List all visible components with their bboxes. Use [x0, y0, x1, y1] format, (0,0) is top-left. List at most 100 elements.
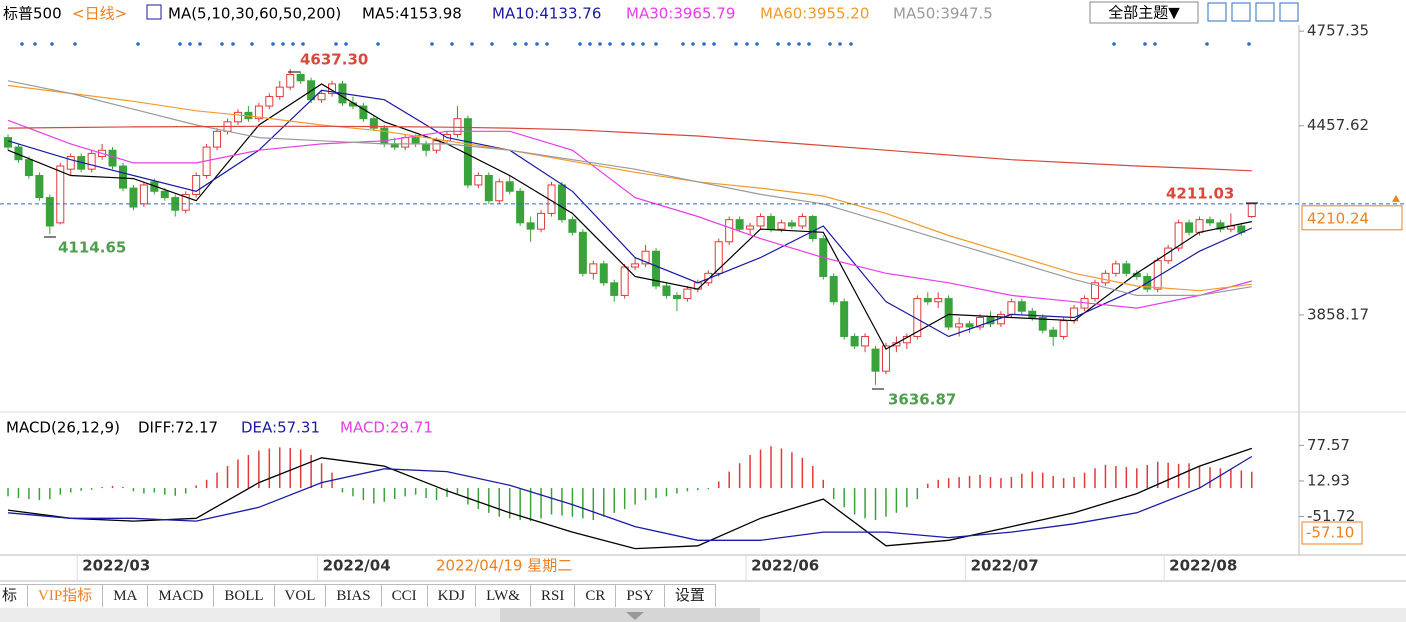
legend-item: DEA:57.31: [241, 419, 320, 437]
candle-body: [735, 219, 744, 230]
candle-body: [850, 335, 859, 347]
candle-body: [286, 73, 295, 88]
y-tick-label: 4757.35: [1307, 22, 1369, 40]
candle-body: [725, 219, 734, 243]
macd-label: -57.10: [1306, 524, 1354, 542]
signal-dot: [787, 42, 791, 46]
signal-dot: [621, 42, 625, 46]
candle-body: [610, 282, 619, 296]
signal-dot: [291, 42, 295, 46]
signal-dot: [598, 42, 602, 46]
signal-dot: [1205, 42, 1209, 46]
candle-body: [1247, 203, 1256, 218]
signal-dot: [712, 42, 716, 46]
candle-body: [359, 105, 368, 120]
candle-body: [1049, 329, 1058, 337]
signal-dot: [220, 42, 224, 46]
tab[interactable]: 标: [0, 584, 29, 607]
extreme-label: 4637.30: [300, 51, 368, 69]
signal-dot: [828, 42, 832, 46]
tool-icon[interactable]: [1207, 2, 1227, 22]
candle-body: [777, 222, 786, 230]
tab[interactable]: CCI: [381, 584, 428, 607]
signal-dot: [807, 42, 811, 46]
candle-body: [1216, 222, 1225, 230]
candle-body: [840, 301, 849, 337]
tab[interactable]: RSI: [530, 584, 576, 607]
candle-body: [672, 294, 681, 300]
theme-button-text[interactable]: 全部主题▼: [1108, 4, 1180, 22]
candle-body: [955, 323, 964, 328]
candle-body: [463, 118, 472, 186]
tab[interactable]: KDJ: [427, 584, 477, 607]
candle-body: [934, 298, 943, 303]
macd-line: [7, 447, 1253, 550]
tab[interactable]: MA: [103, 584, 149, 607]
ma-icon[interactable]: [146, 4, 162, 20]
candle-body: [798, 216, 807, 227]
signal-dot: [301, 42, 305, 46]
candle-body: [56, 165, 65, 224]
candle-body: [1007, 301, 1016, 315]
crosshair-date: 2022/04/19 星期二: [436, 557, 572, 575]
tab[interactable]: VOL: [274, 584, 327, 607]
candle-body: [254, 105, 263, 120]
tab[interactable]: LW&: [476, 584, 531, 607]
y-tick-label: 4457.62: [1307, 116, 1369, 134]
macd-line: [7, 455, 1253, 541]
price-box: [1301, 205, 1403, 231]
signal-dot: [702, 42, 706, 46]
signal-dot: [797, 42, 801, 46]
candle-body: [683, 288, 692, 300]
ma-line: [7, 84, 1252, 292]
signal-dot: [1153, 42, 1157, 46]
candle-body: [808, 216, 817, 240]
tab[interactable]: PSY: [616, 584, 665, 607]
candle-body: [881, 345, 890, 372]
extreme-label: 4114.65: [58, 239, 126, 257]
legend-item: MACD:29.71: [340, 419, 433, 437]
candle-body: [369, 118, 378, 129]
extreme-label: 4211.03: [1166, 185, 1234, 203]
signal-dot: [654, 42, 658, 46]
tab[interactable]: MACD: [148, 584, 215, 607]
tool-icon[interactable]: [1279, 2, 1299, 22]
price-marker: [1392, 194, 1400, 202]
signal-dot: [376, 42, 380, 46]
tab[interactable]: VIP指标: [28, 584, 104, 607]
ma-line: [7, 83, 1252, 350]
candle-body: [871, 348, 880, 372]
x-tick-label: 2022/04: [323, 557, 391, 575]
tool-icon[interactable]: [1255, 2, 1275, 22]
theme-button[interactable]: [1089, 1, 1199, 24]
candle-body: [557, 184, 566, 221]
extreme-label: 3636.87: [888, 391, 956, 409]
signal-dot: [734, 42, 738, 46]
signal-dot: [33, 42, 37, 46]
candle-body: [1185, 222, 1194, 233]
tab[interactable]: BOLL: [214, 584, 275, 607]
signal-dot: [271, 42, 275, 46]
candle-body: [1017, 301, 1026, 312]
signal-dot: [50, 42, 54, 46]
tab[interactable]: 设置: [664, 584, 716, 607]
legend-item: MA60:3955.20: [760, 5, 869, 23]
candle-body: [275, 86, 284, 98]
signal-dot: [535, 42, 539, 46]
candle-body: [662, 285, 671, 296]
legend-item: MA30:3965.79: [626, 5, 735, 23]
signal-dot: [755, 42, 759, 46]
candle-body: [746, 225, 755, 230]
legend-item: MACD(26,12,9): [6, 419, 120, 437]
signal-dot: [849, 42, 853, 46]
candle-body: [516, 190, 525, 224]
ma-line: [7, 125, 1252, 172]
tab[interactable]: CR: [575, 584, 617, 607]
legend-item: DIFF:72.17: [138, 419, 218, 437]
tab[interactable]: BIAS: [326, 584, 382, 607]
scrollbar: [0, 608, 1406, 622]
candle-body: [66, 156, 75, 170]
candle-body: [411, 137, 420, 145]
tool-icon[interactable]: [1231, 2, 1251, 22]
